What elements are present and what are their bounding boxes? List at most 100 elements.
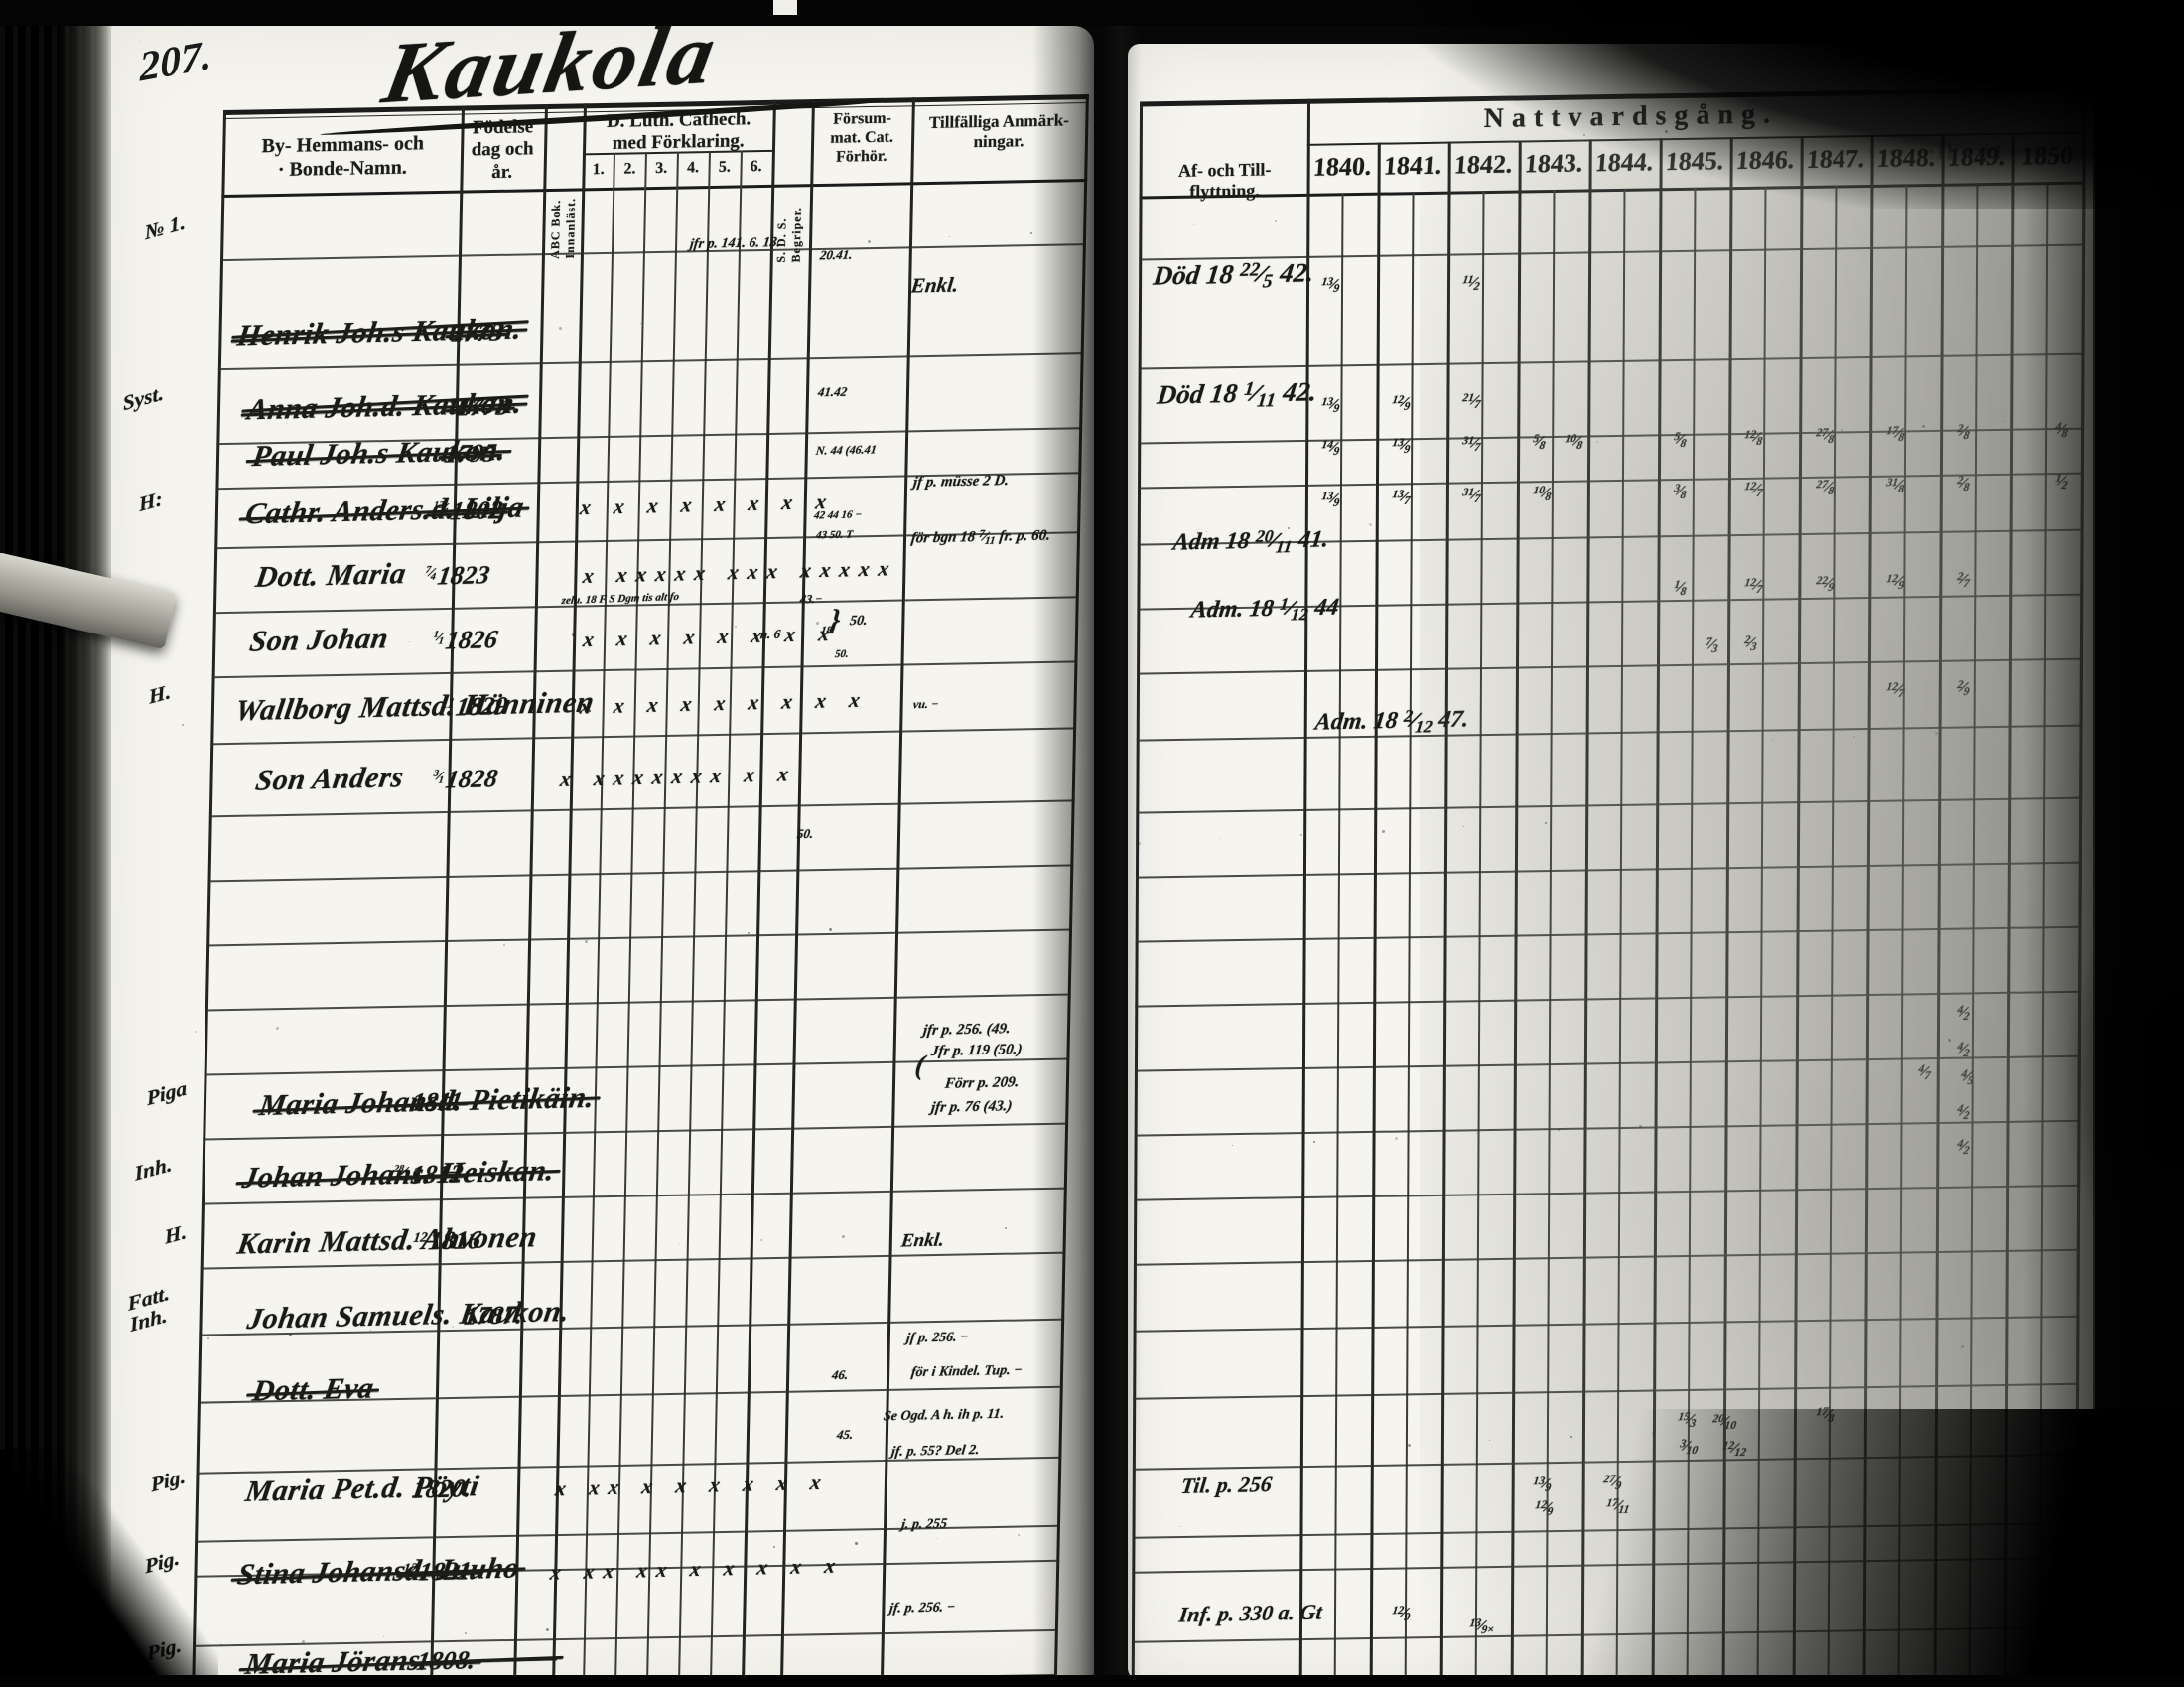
handwritten-note: Enkl. [909,272,960,298]
grid-line [245,1388,380,1397]
entry-birth-year: 51773 [442,391,516,422]
paper-speck [1112,228,1115,231]
paper-speck [490,637,492,639]
paper-speck [195,1031,197,1033]
grid-line [1756,186,1767,1681]
paper-speck [1935,732,1938,735]
paper-speck [679,1243,680,1244]
year-label: 1846. [1734,145,1796,176]
handwritten-note: 50. [834,647,850,661]
handwritten-note: Adm. 18 2/12 47. [1313,706,1471,737]
paper-speck [1206,531,1207,532]
paper-speck [1193,224,1194,225]
paper-speck [585,940,588,943]
communion-date-mark: 2/8 [1956,422,1971,443]
year-label: 1845. [1664,146,1725,177]
paper-speck [1300,834,1302,836]
handwritten-note: Adm 18 20/11 41. [1171,526,1330,557]
paper-speck [760,1239,762,1241]
paper-speck [383,1636,384,1637]
paper-speck [2003,421,2004,422]
grid-line [1862,134,1874,1680]
communion-date-mark: 31/7 [1461,434,1482,455]
communion-date-mark: 27/8 [1815,426,1836,447]
paper-speck [1219,838,1220,839]
paper-speck [1125,535,1128,538]
header-tillfalliga-column: Tillfälliga Anmärk- ningar. [928,110,1070,152]
paper-speck [748,932,750,934]
handwritten-note: Se Ogd. A h. ih p. 11. [882,1406,1006,1425]
communion-date-mark: 4/8 [2054,420,2069,441]
paper-speck [1232,1145,1233,1146]
entry-birth-year: 3/11828 [432,764,500,794]
grid-line [205,993,1071,1012]
grid-line [742,99,776,1682]
bottom-black-border [0,1675,2184,1687]
paper-speck [1313,1141,1315,1143]
paper-speck [1853,736,1855,738]
communion-date-mark: 1/8 [1673,578,1688,599]
grid-line [410,1660,481,1667]
paper-speck [1005,1227,1007,1229]
paper-speck [1408,1444,1411,1447]
communion-date-mark: 5/8 [1532,432,1547,453]
handwritten-note: jfr p. 256. (49. [921,1021,1012,1039]
paper-speck [1138,842,1141,845]
header-cat-number: 4. [686,159,700,177]
paper-speck [572,633,575,636]
paper-speck [1369,523,1372,526]
grid-line [678,151,711,1683]
communion-date-mark: 2/7 [1956,570,1971,591]
grid-line [614,152,647,1685]
paper-speck [1733,1428,1734,1429]
grid-line [1298,98,1310,1687]
grid-line [646,151,679,1684]
grid-line [1580,139,1592,1684]
handwritten-note: 45. [836,1426,855,1443]
communion-date-mark: 17/8 [1885,424,1906,445]
communion-date-mark: 14/9 [1320,438,1341,459]
grid-line [1686,187,1697,1683]
handwritten-note: n. 6 [759,626,782,642]
communion-date-mark: 10/8 [1564,432,1584,453]
handwritten-note: Död 18 22/5 42. [1152,257,1316,293]
communion-date-mark: 27/9 [1602,1473,1623,1493]
entry-name: Son Anders [253,761,407,797]
grid-line [1651,138,1663,1683]
paper-speck [2016,728,2017,729]
paper-speck [1652,1432,1655,1435]
margin-label: H. [163,1219,188,1249]
communion-date-mark: 21/7 [1461,391,1482,412]
paper-speck [182,724,184,726]
paper-speck [289,1334,292,1336]
paper-speck [1596,441,1598,443]
grid-line [1968,183,1979,1678]
grid-line [1933,133,1945,1679]
entry-birth-year: 7/41823 [424,560,492,591]
year-label: 1842. [1452,149,1514,180]
paper-speck [829,928,832,931]
grid-line [779,99,815,1681]
handwritten-note: jf. p. 55? Del 2. [890,1443,981,1460]
paper-speck [207,1337,209,1339]
grid-line [217,352,1084,370]
communion-date-mark: 7/3 [1705,635,1719,656]
grid-line [1510,140,1522,1685]
communion-date-mark: 31/7 [1461,486,1482,506]
handwritten-note: 50. [796,825,815,842]
year-label: 1844. [1593,147,1655,178]
grid-line [1474,191,1485,1686]
communion-date-mark: 4/2 [1956,1137,1971,1158]
grid-line [206,928,1073,947]
year-label: 1840. [1311,151,1373,182]
paper-speck [370,1330,371,1331]
paper-speck [1018,1534,1020,1536]
communion-date-mark: 22/9 [1815,574,1836,595]
paper-speck [855,1542,858,1545]
handwritten-note: jf. p. 256. − [888,1600,957,1617]
grid-line [203,1122,1069,1141]
grid-line [210,727,1077,746]
paper-speck [640,323,641,324]
header-name-column: By- Hemmans- och · Bonde-Namn. [261,132,425,181]
communion-date-mark: 12/9 [1391,393,1412,414]
